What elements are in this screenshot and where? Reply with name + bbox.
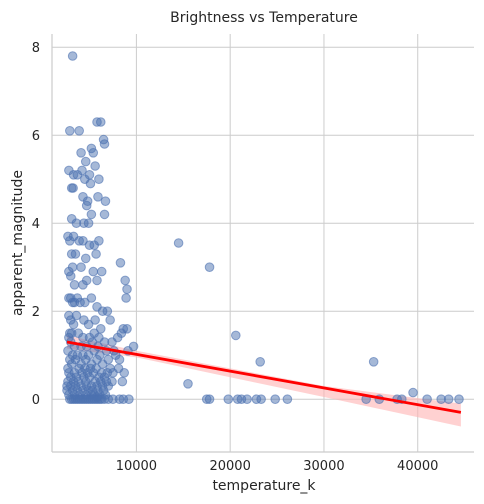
data-point <box>173 238 184 248</box>
x-tick-label: 30000 <box>303 459 344 474</box>
data-point <box>86 293 97 303</box>
x-tick-labels: 10000 20000 30000 40000 <box>116 459 439 474</box>
data-point <box>90 315 100 325</box>
data-point <box>116 328 127 339</box>
data-point <box>83 319 94 330</box>
data-point <box>69 280 80 290</box>
data-point <box>94 236 104 246</box>
data-point <box>86 209 97 220</box>
data-point <box>84 170 95 180</box>
data-point <box>422 394 432 405</box>
data-point <box>80 253 91 264</box>
x-axis-label: temperature_k <box>212 478 316 494</box>
data-point <box>122 284 132 295</box>
data-point <box>67 51 78 61</box>
data-point <box>121 293 131 303</box>
data-point <box>99 139 110 149</box>
y-tick-label: 4 <box>32 217 40 232</box>
y-tick-label: 0 <box>32 393 40 408</box>
confidence-band <box>67 335 461 427</box>
data-point <box>183 379 193 389</box>
data-point <box>64 293 74 303</box>
data-point <box>408 387 418 398</box>
data-point <box>204 394 215 405</box>
data-point <box>80 297 90 308</box>
data-point <box>92 275 102 286</box>
data-point <box>68 183 78 193</box>
data-point <box>78 192 88 202</box>
data-point <box>255 357 265 367</box>
data-point <box>102 306 113 317</box>
data-point <box>117 376 128 387</box>
data-point <box>65 126 75 136</box>
x-tick-label: 40000 <box>397 459 438 474</box>
data-point <box>93 192 103 202</box>
y-tick-label: 2 <box>32 305 40 320</box>
data-point <box>114 354 125 365</box>
regression-line <box>66 340 462 414</box>
regression-line-layer <box>66 340 462 414</box>
data-point <box>223 394 234 405</box>
data-point <box>270 394 280 405</box>
data-point <box>204 262 215 273</box>
data-point <box>85 178 96 189</box>
y-tick-label: 6 <box>32 129 40 144</box>
data-point <box>62 381 72 391</box>
chart-title: Brightness vs Temperature <box>170 10 358 26</box>
data-point <box>64 332 74 343</box>
y-tick-labels: 0 2 4 6 8 <box>32 41 40 408</box>
data-point <box>65 271 76 281</box>
x-tick-label: 10000 <box>116 459 157 474</box>
data-point <box>95 117 106 127</box>
data-point <box>78 236 88 246</box>
data-point <box>454 394 464 405</box>
y-tick-label: 8 <box>32 41 40 56</box>
data-point <box>99 209 110 220</box>
data-point <box>65 315 76 325</box>
data-point <box>368 357 379 367</box>
data-point <box>95 324 106 334</box>
x-tick-label: 20000 <box>209 459 250 474</box>
data-point <box>88 148 99 158</box>
data-point <box>76 148 86 158</box>
y-axis-label: apparent_magnitude <box>10 170 26 316</box>
data-point <box>242 394 252 405</box>
data-point <box>120 275 130 286</box>
data-point <box>443 394 454 405</box>
data-point <box>231 330 241 341</box>
data-point <box>256 394 266 405</box>
data-point <box>81 200 92 211</box>
axis-spines <box>51 34 474 453</box>
confidence-band-layer <box>67 335 461 427</box>
data-point <box>78 280 88 290</box>
data-point <box>119 368 130 378</box>
data-point <box>83 218 94 228</box>
data-point <box>70 249 81 259</box>
data-point <box>88 266 99 277</box>
data-point <box>282 394 293 405</box>
data-point <box>115 258 126 268</box>
data-point <box>96 266 107 277</box>
data-point <box>76 262 86 273</box>
data-point <box>77 165 87 176</box>
data-point <box>91 249 101 259</box>
data-point <box>100 196 111 206</box>
data-point <box>105 315 115 325</box>
data-point <box>94 174 104 184</box>
data-point <box>80 156 91 167</box>
data-points-layer <box>62 51 464 405</box>
data-point <box>74 126 84 136</box>
data-point <box>124 394 134 405</box>
data-point <box>90 161 100 171</box>
data-point <box>63 363 73 374</box>
